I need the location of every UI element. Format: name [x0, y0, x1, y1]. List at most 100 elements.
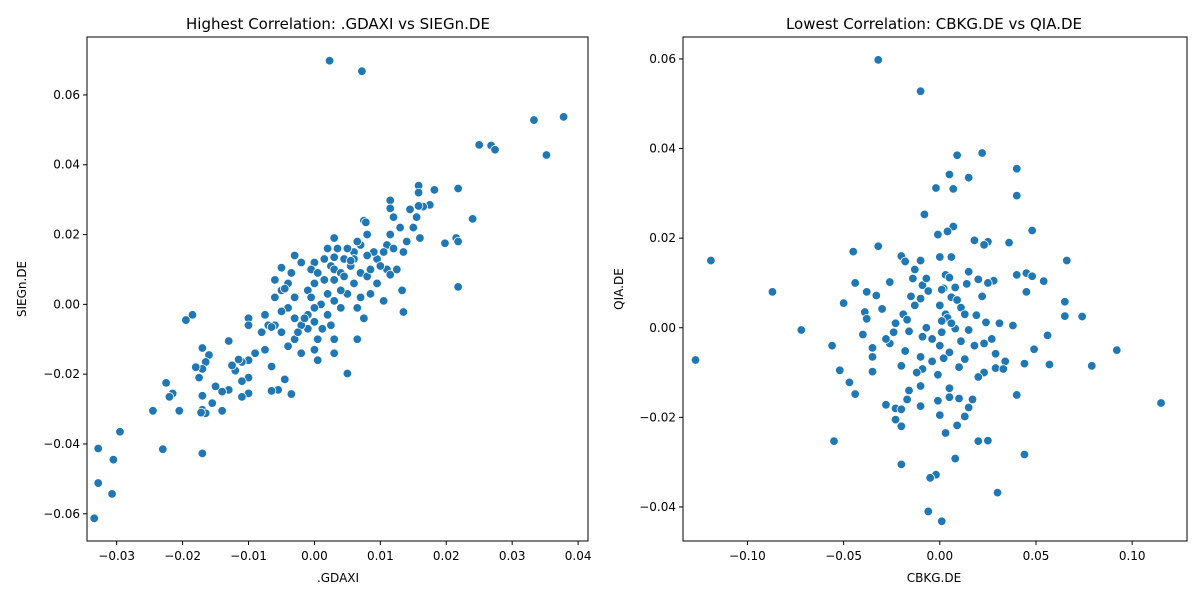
scatter-point: [902, 314, 912, 325]
scatter-point: [1021, 287, 1032, 297]
scatter-point: [938, 353, 949, 363]
scatter-point: [981, 317, 991, 328]
scatter-point: [256, 327, 267, 337]
scatter-point: [283, 341, 293, 351]
scatter-point: [286, 268, 297, 278]
scatter-point: [296, 348, 306, 358]
scatter-point: [362, 250, 372, 261]
scatter-point: [979, 240, 989, 250]
scatter-point: [395, 222, 405, 233]
scatter-point: [935, 300, 945, 311]
scatter-point: [276, 306, 287, 317]
scatter-point: [324, 56, 335, 66]
scatter-point: [398, 247, 409, 257]
scatter-point: [921, 323, 932, 333]
x-tick-label: −0.10: [729, 549, 766, 563]
scatter-point: [952, 150, 962, 160]
x-tick-label: 0.02: [433, 549, 460, 563]
scatter-point: [942, 226, 953, 237]
scatter-point: [979, 338, 989, 349]
scatter-point: [963, 267, 974, 277]
scatter-point: [927, 356, 937, 367]
scatter-point: [706, 255, 716, 266]
scatter-point: [453, 236, 463, 247]
scatter-point: [873, 55, 883, 65]
left-x-ticks: −0.03 −0.02 −0.01 0.00 0.01 0.02 0.03 0.04: [98, 541, 591, 563]
scatter-point: [529, 115, 539, 125]
scatter-point: [990, 349, 1001, 359]
scatter-point: [923, 506, 933, 517]
scatter-point: [197, 391, 208, 401]
scatter-point: [280, 283, 290, 294]
scatter-point: [931, 183, 941, 193]
scatter-point: [197, 448, 208, 459]
scatter-point: [357, 66, 367, 76]
scatter-point: [250, 348, 260, 358]
scatter-point: [867, 343, 878, 353]
scatter-point: [296, 257, 306, 268]
scatter-point: [1038, 276, 1049, 286]
scatter-point: [558, 112, 569, 122]
scatter-point: [1062, 255, 1072, 266]
scatter-point: [408, 222, 419, 233]
scatter-point: [933, 370, 943, 380]
scatter-point: [306, 292, 316, 303]
scatter-point: [227, 360, 237, 371]
scatter-point: [848, 246, 858, 257]
scatter-point: [937, 316, 947, 326]
x-tick-label: −0.02: [164, 549, 201, 563]
scatter-point: [987, 334, 997, 344]
scatter-point: [108, 454, 119, 465]
scatter-point: [174, 406, 184, 416]
scatter-point: [378, 247, 389, 257]
scatter-point: [910, 264, 920, 275]
scatter-point: [1019, 449, 1030, 460]
scatter-point: [260, 310, 270, 320]
scatter-point: [397, 285, 407, 296]
scatter-point: [867, 352, 878, 362]
scatter-point: [385, 195, 395, 206]
scatter-point: [453, 282, 463, 292]
scatter-point: [313, 268, 323, 278]
scatter-point: [1012, 270, 1022, 280]
scatter-point: [827, 340, 837, 351]
scatter-point: [767, 287, 778, 297]
scatter-point: [197, 343, 208, 353]
scatter-point: [908, 273, 918, 284]
scatter-point: [326, 320, 336, 330]
scatter-point: [946, 252, 957, 262]
scatter-point: [336, 303, 346, 313]
scatter-point: [1156, 398, 1166, 408]
scatter-point: [998, 364, 1008, 374]
scatter-point: [385, 269, 395, 280]
scatter-point: [835, 365, 845, 376]
scatter-point: [1012, 164, 1022, 174]
scatter-point: [313, 355, 323, 365]
scatter-point: [317, 324, 328, 334]
scatter-point: [440, 238, 450, 248]
scatter-point: [322, 243, 333, 254]
x-tick-label: 0.03: [499, 549, 526, 563]
scatter-point: [260, 345, 270, 355]
scatter-point: [844, 377, 855, 388]
x-tick-label: 0.01: [367, 549, 394, 563]
scatter-point: [944, 392, 955, 402]
scatter-point: [973, 372, 983, 382]
scatter-point: [405, 204, 415, 215]
scatter-point: [896, 459, 907, 470]
scatter-point: [963, 325, 974, 335]
right-points: [690, 55, 1166, 526]
scatter-point: [276, 327, 287, 337]
scatter-point: [960, 411, 970, 422]
scatter-point: [1060, 297, 1070, 307]
scatter-point: [1044, 359, 1055, 370]
scatter-point: [950, 453, 960, 464]
scatter-point: [925, 473, 935, 483]
y-tick-label: 0.04: [649, 142, 676, 156]
scatter-point: [1012, 390, 1022, 400]
scatter-point: [983, 435, 993, 446]
scatter-point: [971, 310, 982, 320]
scatter-point: [888, 327, 899, 337]
scatter-point: [885, 277, 895, 287]
